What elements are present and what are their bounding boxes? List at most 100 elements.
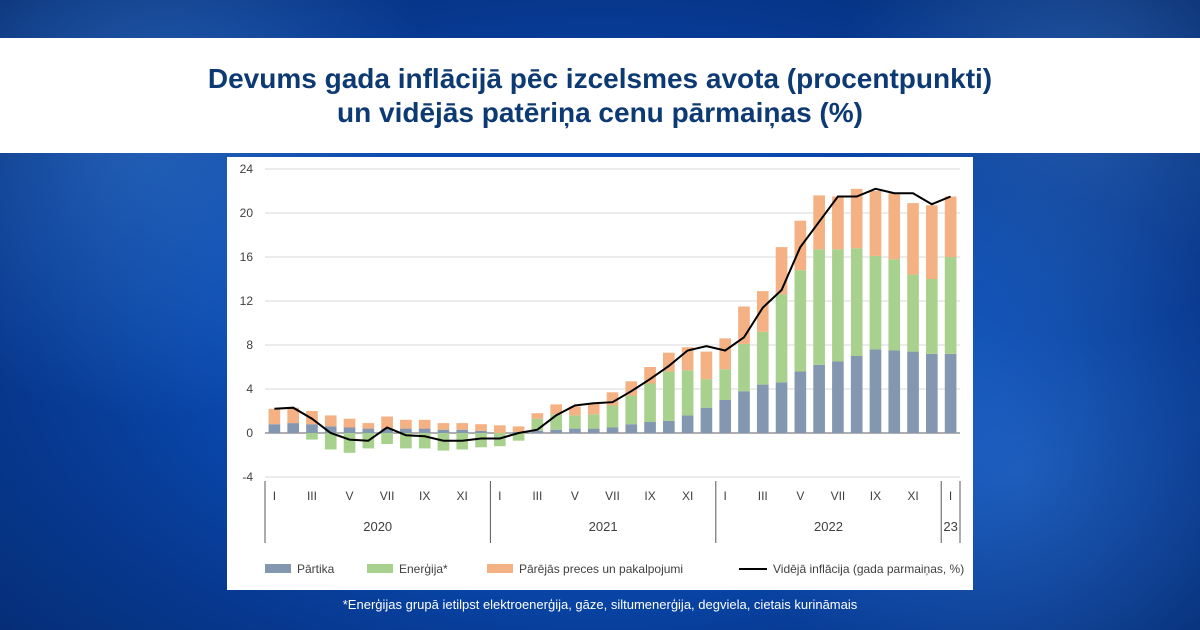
bar-segment-energija [437, 433, 450, 451]
bar-segment-parejas [681, 347, 694, 371]
chart-title-line-1: Devums gada inflācijā pēc izcelsmes avot… [207, 62, 993, 94]
bar-segment-parejas [888, 193, 901, 260]
bar-segment-energija [343, 433, 356, 453]
legend-label: Pārtika [297, 562, 335, 576]
bar-segment-partika [287, 423, 299, 433]
bar-segment-parejas [268, 408, 281, 425]
bar-segment-energija [926, 279, 938, 354]
y-tick-label: 12 [240, 294, 254, 308]
bar-segment-energija [418, 433, 431, 449]
bar-segment-parejas [907, 203, 919, 275]
bar-segment-energija [381, 433, 393, 444]
bar-segment-partika [719, 400, 732, 433]
x-tick-label: IX [419, 489, 430, 503]
y-tick-label: 16 [240, 250, 254, 264]
x-tick-label: III [307, 489, 317, 503]
y-tick-label: 0 [246, 426, 253, 440]
bar-segment-parejas [663, 352, 675, 372]
x-tick-label: III [532, 489, 542, 503]
inflation-line [274, 187, 951, 442]
bar-segment-energija [550, 414, 562, 430]
bar-segment-parejas [738, 306, 750, 344]
bar-segment-partika [926, 353, 938, 433]
bar-segment-parejas [587, 403, 600, 415]
bar-segment-partika [756, 384, 769, 433]
bar-segment-parejas [869, 191, 882, 256]
bar-segment-parejas [756, 291, 769, 332]
footnote: *Enerģijas grupā ietilpst elektroenerģij… [342, 597, 858, 612]
x-tick-label: VII [605, 489, 620, 503]
y-tick-label: 20 [240, 206, 254, 220]
bar-segment-parejas [493, 425, 506, 433]
bar-segment-parejas [625, 381, 638, 396]
bar-segment-energija [719, 369, 732, 400]
x-tick-label: VII [831, 489, 846, 503]
bar-segment-energija [587, 414, 600, 429]
bar-segment-energija [569, 415, 581, 429]
bar-segment-partika [587, 428, 600, 433]
bar-segment-parejas [418, 419, 431, 429]
bar-segment-partika [850, 356, 863, 433]
bar-segment-energija [493, 433, 506, 447]
bar-segment-parejas [644, 367, 656, 384]
bar-segment-energija [738, 343, 750, 392]
bar-segment-parejas [475, 424, 487, 431]
bar-segment-partika [813, 364, 825, 433]
bar-segment-partika [550, 429, 562, 433]
year-label: 2022 [814, 519, 843, 534]
legend-swatch [487, 564, 513, 573]
bar-segment-parejas [606, 392, 619, 406]
bar-segment-energija [700, 379, 713, 408]
bar-segment-parejas [400, 419, 412, 429]
bar-segment-partika [794, 371, 807, 433]
bar-segment-energija [663, 371, 675, 421]
chart-panel: -4 0 4 8 12 16 20 24 I III V VII IX XI I III V VII IX XI I II… [227, 157, 973, 590]
bar-segment-energija [512, 433, 525, 441]
bar-segment-parejas [550, 404, 562, 415]
bar-segment-partika [832, 361, 844, 433]
bar-segment-partika [400, 428, 412, 433]
bar-segment-partika [475, 430, 487, 433]
legend-label: Vidējā inflācija (gada parmaiņas, %) [773, 562, 964, 576]
bar-segment-parejas [531, 413, 544, 419]
bar-segment-energija [869, 255, 882, 350]
bar-segment-partika [606, 427, 619, 433]
bar-segment-energija [832, 249, 844, 362]
x-tick-label: XI [682, 489, 693, 503]
bar-segment-partika [625, 424, 638, 433]
bar-segment-energija [625, 395, 638, 425]
bar-segment-parejas [569, 406, 581, 416]
bar-segment-parejas [944, 196, 957, 257]
bar-segment-parejas [381, 416, 393, 429]
bar-segment-energija [306, 433, 318, 440]
bar-segment-parejas [456, 423, 469, 430]
x-tick-label: I [273, 489, 276, 503]
bar-segment-energija [813, 249, 825, 365]
bar-segment-partika [644, 422, 656, 433]
bar-segment-energija [475, 433, 487, 448]
legend-label: Enerģija* [399, 562, 448, 576]
x-tick-label: I [949, 489, 952, 503]
bar-segment-partika [343, 427, 356, 433]
bar-segment-parejas [832, 196, 844, 250]
bar-segment-partika [268, 424, 281, 433]
bar-segment-partika [531, 430, 544, 433]
bar-segment-partika [888, 350, 901, 433]
bar-segment-partika [681, 415, 694, 433]
bar-segment-parejas [287, 407, 299, 424]
y-tick-label: 4 [246, 382, 253, 396]
bar-segment-parejas [362, 423, 375, 429]
bar-segment-parejas [343, 418, 356, 428]
bar-segment-energija [681, 370, 694, 416]
bar-segment-partika [362, 428, 375, 433]
bar-segment-partika [738, 391, 750, 433]
x-tick-label: I [724, 489, 727, 503]
bar-segment-partika [907, 351, 919, 433]
bar-segment-partika [944, 353, 957, 433]
bar-segment-partika [569, 428, 581, 433]
bar-segment-partika [456, 429, 469, 433]
x-tick-label: V [796, 489, 804, 503]
bar-segment-parejas [324, 415, 337, 427]
y-tick-label: 8 [246, 338, 253, 352]
